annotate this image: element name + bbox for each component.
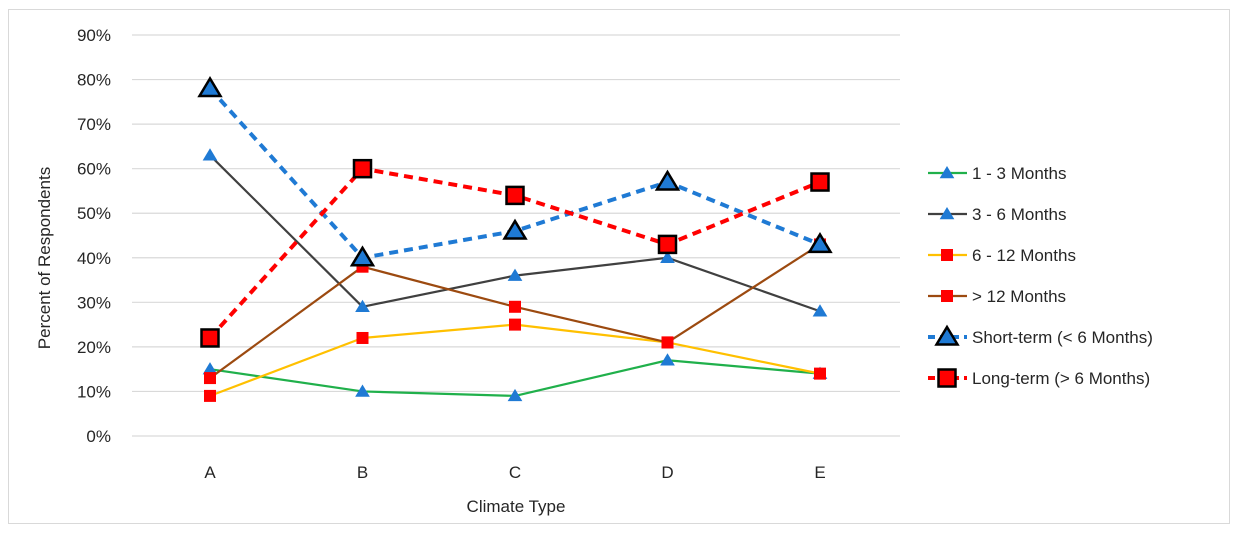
data-point — [505, 185, 525, 206]
data-point — [660, 353, 675, 366]
legend-item: > 12 Months — [928, 287, 1066, 306]
y-tick-label: 0% — [86, 427, 111, 446]
legend-marker — [941, 290, 953, 302]
legend-marker — [941, 249, 953, 261]
x-tick-label: D — [661, 463, 673, 482]
data-point — [200, 328, 220, 348]
x-tick-label: C — [509, 463, 521, 482]
data-point — [204, 372, 216, 385]
y-tick-label: 60% — [77, 160, 111, 179]
legend-label: 3 - 6 Months — [972, 205, 1067, 224]
data-point — [654, 169, 681, 191]
legend-marker — [934, 324, 960, 346]
series-4 — [197, 76, 833, 267]
series-5 — [200, 158, 830, 348]
y-tick-label: 20% — [77, 338, 111, 357]
data-point — [356, 331, 369, 344]
y-axis-title: Percent of Respondents — [35, 167, 54, 349]
data-point — [502, 218, 528, 240]
data-point — [660, 250, 675, 264]
series-1 — [202, 148, 828, 317]
series-layer — [197, 76, 833, 402]
data-point — [197, 76, 223, 98]
data-point — [349, 245, 376, 267]
data-point — [355, 384, 370, 397]
data-point — [814, 367, 826, 380]
data-point — [507, 268, 523, 281]
data-point — [810, 172, 830, 192]
x-axis-title: Climate Type — [467, 497, 566, 516]
series-line — [209, 323, 821, 397]
data-point — [509, 300, 521, 313]
legend-label: > 12 Months — [972, 287, 1066, 306]
legend-marker — [939, 166, 955, 179]
legend-marker — [937, 368, 957, 388]
legend: 1 - 3 Months 3 - 6 Months 6 - 12 Months > 1… — [928, 164, 1153, 388]
data-point — [509, 318, 521, 331]
data-point — [352, 158, 373, 179]
x-tick-label: A — [204, 463, 216, 482]
legend-item: 6 - 12 Months — [928, 246, 1076, 265]
data-point — [355, 299, 370, 313]
gridlines — [132, 34, 900, 437]
legend-label: 6 - 12 Months — [972, 246, 1076, 265]
y-tick-label: 50% — [77, 204, 111, 223]
y-tick-label: 70% — [77, 115, 111, 134]
legend-item: Long-term (> 6 Months) — [928, 368, 1150, 388]
legend-item: 1 - 3 Months — [928, 164, 1067, 183]
series-0 — [202, 353, 828, 402]
y-axis-ticks: 0% 10% 20% 30% 40% 50% 60% 70% 80% 90% — [77, 26, 111, 446]
legend-label: 1 - 3 Months — [972, 164, 1067, 183]
legend-label: Long-term (> 6 Months) — [972, 369, 1150, 388]
legend-label: Short-term (< 6 Months) — [972, 328, 1153, 347]
data-point — [661, 336, 674, 349]
data-point — [202, 148, 218, 161]
data-point — [507, 388, 523, 402]
x-axis-ticks: A B C D E — [204, 463, 825, 482]
legend-item: Short-term (< 6 Months) — [928, 324, 1153, 347]
y-tick-label: 10% — [77, 382, 111, 401]
x-tick-label: B — [357, 463, 368, 482]
x-tick-label: E — [814, 463, 825, 482]
data-point — [657, 234, 678, 255]
data-point — [204, 389, 216, 402]
data-point — [807, 231, 833, 254]
data-point — [202, 362, 218, 375]
data-point — [812, 304, 828, 317]
y-tick-label: 90% — [77, 26, 111, 45]
legend-marker — [939, 207, 955, 220]
legend-item: 3 - 6 Months — [928, 205, 1067, 224]
y-tick-label: 40% — [77, 249, 111, 268]
y-tick-label: 30% — [77, 293, 111, 312]
y-tick-label: 80% — [77, 71, 111, 90]
